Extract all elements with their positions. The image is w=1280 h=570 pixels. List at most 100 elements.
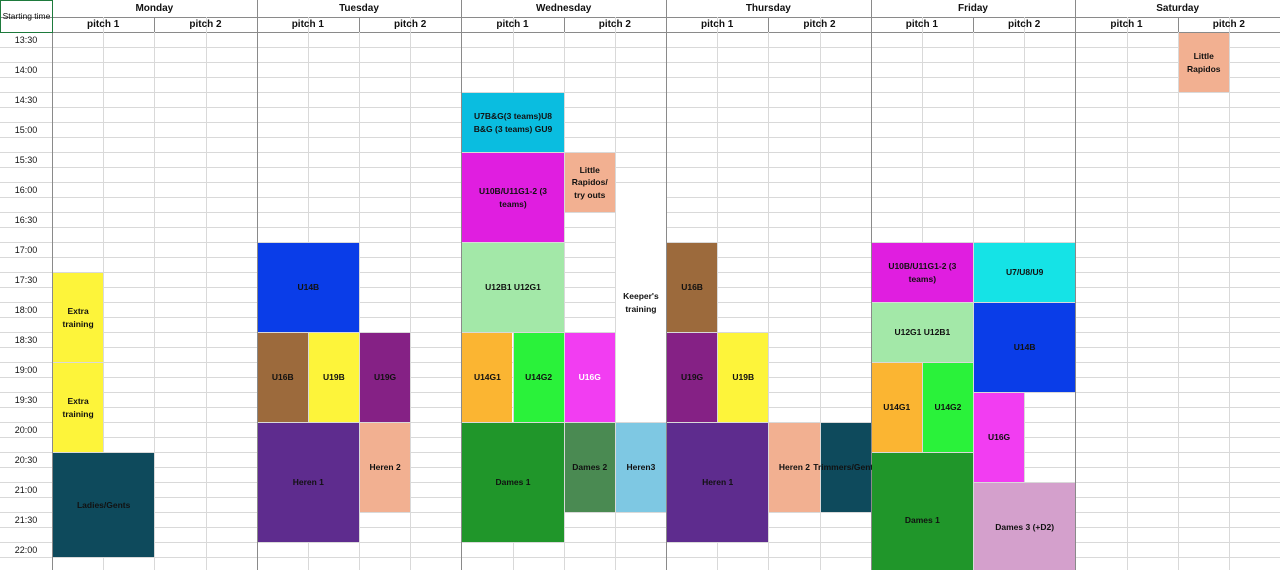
grid-line (768, 17, 770, 570)
header-line (0, 17, 1280, 18)
time-label: 19:00 (14, 365, 38, 375)
event-block: U14G1 (871, 363, 922, 452)
time-label: 14:30 (14, 95, 38, 105)
day-header: Monday (135, 3, 174, 14)
event-block: Ladies/Gents (53, 453, 155, 557)
event-block: U7/U8/U9 (974, 243, 1076, 302)
day-header: Tuesday (339, 3, 379, 14)
time-label: 20:00 (14, 425, 38, 435)
grid-line (563, 17, 565, 32)
grid-line (1228, 17, 1230, 570)
event-block: Trimmers/Gents (813, 423, 878, 512)
time-label: 17:00 (14, 245, 38, 255)
grid-line (0, 137, 1280, 138)
grid-line (666, 0, 667, 570)
grid-line (0, 167, 1280, 168)
grid-line (973, 17, 974, 570)
pitch-header: pitch 2 (598, 19, 631, 30)
event-block: Dames 2 (564, 423, 615, 512)
grid-line (410, 17, 412, 570)
event-block: Dames 3 (+D2) (974, 483, 1076, 570)
pitch-header: pitch 1 (905, 19, 938, 30)
event-block: U16B (257, 333, 308, 422)
time-label: 21:00 (14, 485, 38, 495)
grid-line (1177, 17, 1179, 32)
grid-line (1075, 0, 1077, 570)
pitch-header: pitch 1 (496, 19, 529, 30)
day-header: Wednesday (535, 3, 592, 14)
event-block: U12B1 U12G1 (462, 243, 564, 332)
grid-line (205, 17, 207, 570)
event-block: U10B/U11G1-2 (3 teams) (462, 153, 564, 242)
event-block: Heren3 (615, 423, 666, 512)
grid-line (973, 17, 974, 32)
grid-line (0, 557, 1280, 558)
event-block: Keeper's training (615, 183, 666, 422)
event-block: U19B (718, 333, 769, 422)
grid-line (0, 92, 1280, 93)
grid-line (717, 17, 719, 570)
event-block: U12G1 U12B1 (871, 303, 973, 362)
time-label: 20:30 (14, 455, 38, 465)
pitch-header: pitch 2 (189, 19, 222, 30)
event-block: U14G2 (922, 363, 973, 452)
pitch-header: pitch 2 (1008, 19, 1041, 30)
grid-line (1126, 17, 1128, 570)
pitch-header: pitch 2 (1212, 19, 1245, 30)
grid-line (614, 17, 616, 570)
pitch-header: pitch 1 (87, 19, 120, 30)
grid-line (1177, 17, 1179, 570)
event-block: U16B (667, 243, 718, 332)
day-header: Saturday (1156, 3, 1200, 14)
grid-line (0, 152, 1280, 153)
grid-line (819, 17, 821, 570)
grid-line (256, 0, 258, 570)
grid-line (359, 17, 360, 32)
time-label: 22:00 (14, 545, 38, 555)
time-label: 13:30 (14, 35, 38, 45)
event-block: Extra training (53, 363, 104, 452)
event-block: Extra training (53, 273, 104, 362)
event-block: Heren 2 (769, 423, 820, 512)
time-label: 21:30 (14, 515, 38, 525)
time-label: 19:30 (14, 395, 38, 405)
grid-line (359, 17, 360, 570)
event-block: U16G (564, 333, 615, 422)
day-header: Friday (957, 3, 988, 14)
event-block: U14G2 (513, 333, 564, 422)
event-block: Little Rapidos/ try outs (564, 153, 615, 212)
time-label: 15:00 (14, 125, 38, 135)
event-block: U14B (257, 243, 359, 332)
event-block: U19B (308, 333, 359, 422)
event-block: Little Rapidos (1178, 33, 1229, 92)
grid-line (768, 17, 770, 32)
grid-line (0, 542, 1280, 543)
event-block: U7B&G(3 teams)U8 B&G (3 teams) GU9 (462, 93, 564, 152)
grid-line (461, 0, 463, 570)
event-block: Heren 1 (257, 423, 359, 542)
event-block: U19G (360, 333, 411, 422)
grid-line (154, 17, 156, 32)
pitch-header: pitch 1 (701, 19, 734, 30)
pitch-header: pitch 2 (803, 19, 836, 30)
grid-line (563, 17, 565, 570)
event-block: U16G (974, 393, 1025, 482)
grid-line (0, 107, 1280, 108)
header-line (0, 32, 1280, 33)
time-label: 15:30 (14, 155, 38, 165)
pitch-header: pitch 2 (394, 19, 427, 30)
event-block: U10B/U11G1-2 (3 teams) (871, 243, 973, 302)
corner-cell: Starting time (0, 0, 53, 33)
event-block: Dames 1 (871, 453, 973, 570)
time-label: 17:30 (14, 275, 38, 285)
event-block: U14G1 (462, 333, 513, 422)
time-label: 18:30 (14, 335, 38, 345)
grid-line (0, 422, 1280, 423)
pitch-header: pitch 1 (1110, 19, 1143, 30)
grid-line (52, 0, 53, 570)
grid-line (103, 17, 105, 570)
time-label: 16:30 (14, 215, 38, 225)
event-block: Dames 1 (462, 423, 564, 542)
grid-line (0, 77, 1280, 78)
